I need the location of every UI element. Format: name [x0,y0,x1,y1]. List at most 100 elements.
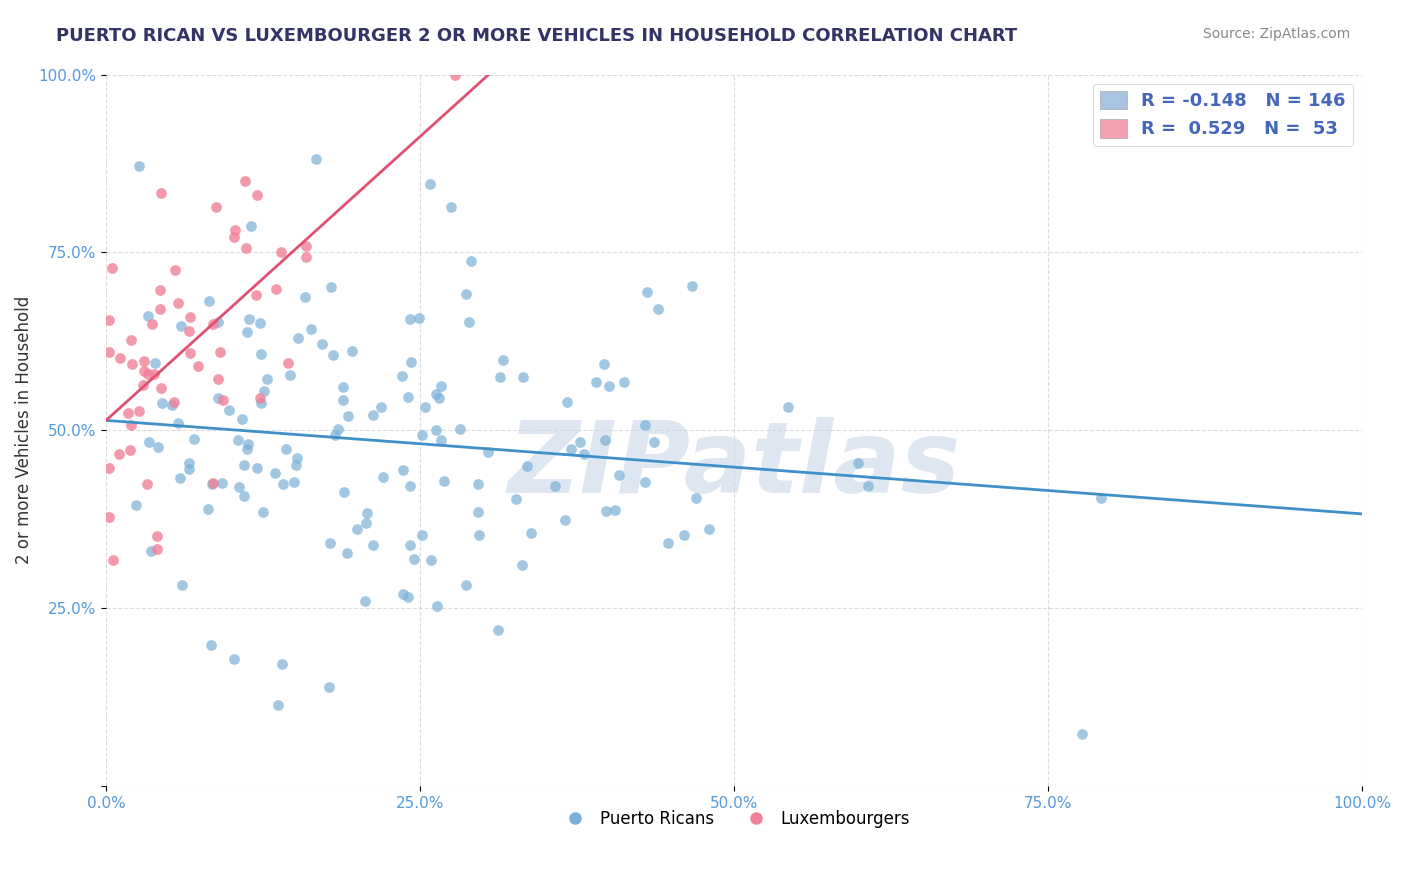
Point [211,392,233,407]
Point [444,68,467,82]
Point [179,310,201,325]
Point [413,400,436,414]
Point [271,476,294,491]
Point [681,278,703,293]
Point [361,408,384,422]
Point [252,505,274,519]
Point [228,480,250,494]
Point [295,239,318,253]
Point [120,333,142,347]
Point [222,230,245,244]
Point [207,315,229,329]
Point [336,546,359,560]
Point [187,359,209,373]
Point [429,391,451,405]
Point [132,353,155,368]
Point [399,355,422,369]
Point [183,432,205,446]
Point [311,336,333,351]
Point [197,502,219,516]
Point [246,461,269,475]
Point [141,317,163,331]
Point [361,538,384,552]
Text: ZIPatlas: ZIPatlas [508,417,960,514]
Point [264,466,287,480]
Point [1090,491,1112,505]
Point [246,188,269,202]
Point [505,491,527,506]
Legend: Puerto Ricans, Luxembourgers: Puerto Ricans, Luxembourgers [551,803,917,834]
Point [267,698,290,713]
Point [593,357,616,371]
Point [477,444,499,458]
Point [856,479,879,493]
Point [249,392,271,406]
Point [207,391,229,405]
Point [124,498,146,512]
Point [197,294,219,309]
Point [399,479,422,493]
Point [569,434,592,449]
Point [128,159,150,173]
Point [396,590,419,604]
Point [294,290,316,304]
Point [458,315,481,329]
Point [98,344,121,359]
Point [332,392,354,407]
Point [163,395,186,409]
Point [201,476,224,491]
Point [249,347,271,361]
Point [634,417,657,432]
Point [128,403,150,417]
Point [486,624,509,638]
Point [165,262,187,277]
Point [429,434,451,448]
Point [356,516,378,530]
Point [426,599,449,613]
Point [340,343,363,358]
Point [467,477,489,491]
Point [336,409,359,423]
Point [399,538,422,552]
Point [492,353,515,368]
Point [489,369,512,384]
Point [278,368,301,382]
Point [136,367,159,381]
Text: Source: ZipAtlas.com: Source: ZipAtlas.com [1202,27,1350,41]
Point [285,450,308,465]
Point [101,260,124,275]
Point [170,319,193,334]
Point [233,173,256,187]
Point [419,178,441,192]
Point [205,200,228,214]
Point [236,442,259,457]
Point [232,458,254,472]
Point [277,356,299,370]
Point [250,395,273,409]
Point [425,423,447,437]
Point [208,344,231,359]
Point [150,381,173,395]
Point [253,384,276,398]
Point [138,435,160,450]
Point [231,411,253,425]
Point [510,558,533,573]
Point [467,505,489,519]
Point [846,456,869,470]
Point [560,442,582,456]
Point [167,295,190,310]
Point [354,594,377,608]
Point [456,286,478,301]
Point [585,375,607,389]
Point [657,536,679,550]
Point [132,378,155,392]
Point [177,462,200,476]
Point [603,503,626,517]
Point [222,652,245,666]
Point [177,324,200,338]
Point [249,316,271,330]
Point [149,302,172,317]
Point [146,529,169,543]
Point [135,476,157,491]
Point [778,401,800,415]
